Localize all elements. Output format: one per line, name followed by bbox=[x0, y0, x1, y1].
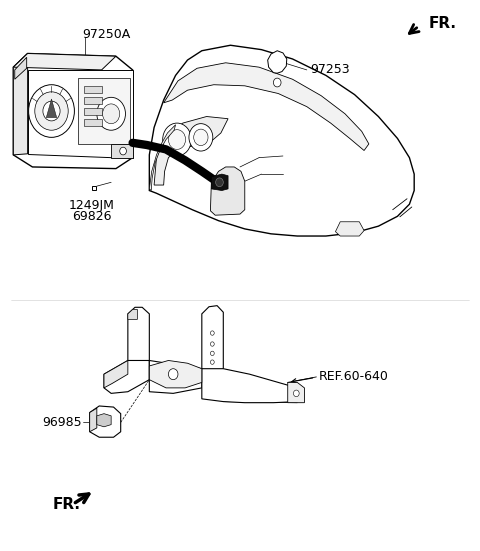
Circle shape bbox=[168, 129, 186, 149]
Text: 97253: 97253 bbox=[311, 63, 350, 77]
Circle shape bbox=[43, 101, 60, 121]
Circle shape bbox=[210, 360, 214, 364]
Polygon shape bbox=[164, 63, 369, 150]
Polygon shape bbox=[336, 222, 364, 236]
FancyBboxPatch shape bbox=[84, 109, 102, 115]
Circle shape bbox=[216, 178, 223, 187]
Text: 96985: 96985 bbox=[42, 416, 82, 429]
Circle shape bbox=[120, 147, 126, 155]
Polygon shape bbox=[104, 360, 149, 393]
Polygon shape bbox=[13, 53, 28, 155]
Polygon shape bbox=[13, 53, 116, 70]
Text: FR.: FR. bbox=[429, 16, 456, 31]
Polygon shape bbox=[128, 310, 137, 320]
Polygon shape bbox=[149, 360, 202, 393]
Polygon shape bbox=[78, 78, 130, 144]
Circle shape bbox=[210, 331, 214, 335]
Polygon shape bbox=[128, 307, 149, 366]
FancyBboxPatch shape bbox=[84, 98, 102, 104]
Polygon shape bbox=[211, 174, 228, 191]
Polygon shape bbox=[97, 414, 111, 427]
Circle shape bbox=[103, 104, 120, 123]
Circle shape bbox=[293, 390, 299, 397]
Polygon shape bbox=[46, 99, 57, 117]
Circle shape bbox=[35, 92, 68, 130]
Circle shape bbox=[210, 342, 214, 346]
Polygon shape bbox=[111, 144, 132, 158]
Polygon shape bbox=[210, 167, 245, 215]
Polygon shape bbox=[28, 70, 132, 158]
Text: 1249JM: 1249JM bbox=[69, 199, 115, 212]
Polygon shape bbox=[15, 57, 27, 79]
Circle shape bbox=[97, 98, 125, 130]
Circle shape bbox=[189, 123, 213, 151]
Text: FR.: FR. bbox=[53, 497, 81, 512]
Polygon shape bbox=[90, 406, 120, 437]
Circle shape bbox=[194, 129, 208, 145]
Text: REF.60-640: REF.60-640 bbox=[319, 370, 389, 383]
Polygon shape bbox=[149, 125, 176, 191]
Polygon shape bbox=[149, 45, 414, 236]
Polygon shape bbox=[149, 360, 202, 388]
FancyBboxPatch shape bbox=[84, 87, 102, 93]
Polygon shape bbox=[104, 360, 128, 388]
Polygon shape bbox=[13, 53, 132, 169]
Polygon shape bbox=[202, 306, 223, 374]
Circle shape bbox=[210, 351, 214, 355]
Circle shape bbox=[163, 123, 192, 156]
Text: 97250A: 97250A bbox=[82, 28, 131, 41]
Circle shape bbox=[168, 369, 178, 380]
Polygon shape bbox=[288, 382, 304, 403]
FancyBboxPatch shape bbox=[84, 119, 102, 126]
Polygon shape bbox=[268, 51, 287, 73]
Circle shape bbox=[29, 85, 74, 137]
Polygon shape bbox=[90, 408, 97, 432]
Polygon shape bbox=[202, 369, 297, 403]
Circle shape bbox=[274, 78, 281, 87]
Polygon shape bbox=[154, 116, 228, 185]
Text: 69826: 69826 bbox=[72, 210, 112, 223]
